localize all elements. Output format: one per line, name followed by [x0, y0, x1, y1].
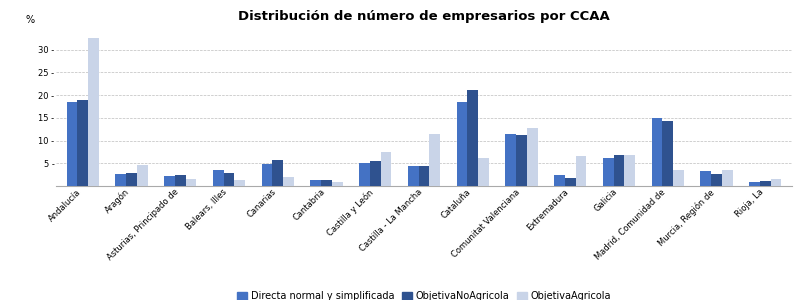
Bar [430, 134, 440, 186]
Bar [78, 100, 88, 186]
Bar [652, 118, 662, 186]
Bar [467, 90, 478, 186]
Bar [554, 175, 565, 186]
Bar [234, 180, 245, 186]
Title: Distribución de número de empresarios por CCAA: Distribución de número de empresarios po… [238, 10, 610, 23]
Bar [506, 134, 516, 186]
Bar [711, 174, 722, 186]
Bar [770, 179, 782, 186]
Bar [66, 102, 78, 186]
Bar [700, 172, 711, 186]
Bar [516, 135, 527, 186]
Bar [624, 155, 635, 186]
Bar [273, 160, 283, 186]
Bar [603, 158, 614, 186]
Bar [224, 173, 234, 186]
Bar [186, 179, 196, 186]
Bar [175, 175, 186, 186]
Bar [332, 182, 342, 186]
Bar [88, 38, 99, 186]
Bar [310, 180, 321, 186]
Bar [749, 182, 760, 186]
Bar [137, 165, 148, 186]
Bar [164, 176, 175, 186]
Bar [418, 166, 430, 186]
Bar [381, 152, 391, 186]
Bar [283, 177, 294, 186]
Bar [662, 122, 673, 186]
Y-axis label: %: % [26, 15, 35, 26]
Bar [359, 163, 370, 186]
Bar [370, 161, 381, 186]
Bar [262, 164, 273, 186]
Bar [408, 166, 418, 186]
Bar [614, 155, 624, 186]
Bar [565, 178, 575, 186]
Bar [213, 170, 224, 186]
Bar [673, 169, 684, 186]
Bar [126, 173, 137, 186]
Bar [722, 170, 733, 186]
Bar [115, 174, 126, 186]
Bar [321, 180, 332, 186]
Bar [575, 156, 586, 186]
Bar [527, 128, 538, 186]
Bar [760, 181, 770, 186]
Bar [457, 102, 467, 186]
Legend: Directa normal y simplificada, ObjetivaNoAgricola, ObjetivaAgricola: Directa normal y simplificada, ObjetivaN… [235, 290, 613, 300]
Bar [478, 158, 489, 186]
